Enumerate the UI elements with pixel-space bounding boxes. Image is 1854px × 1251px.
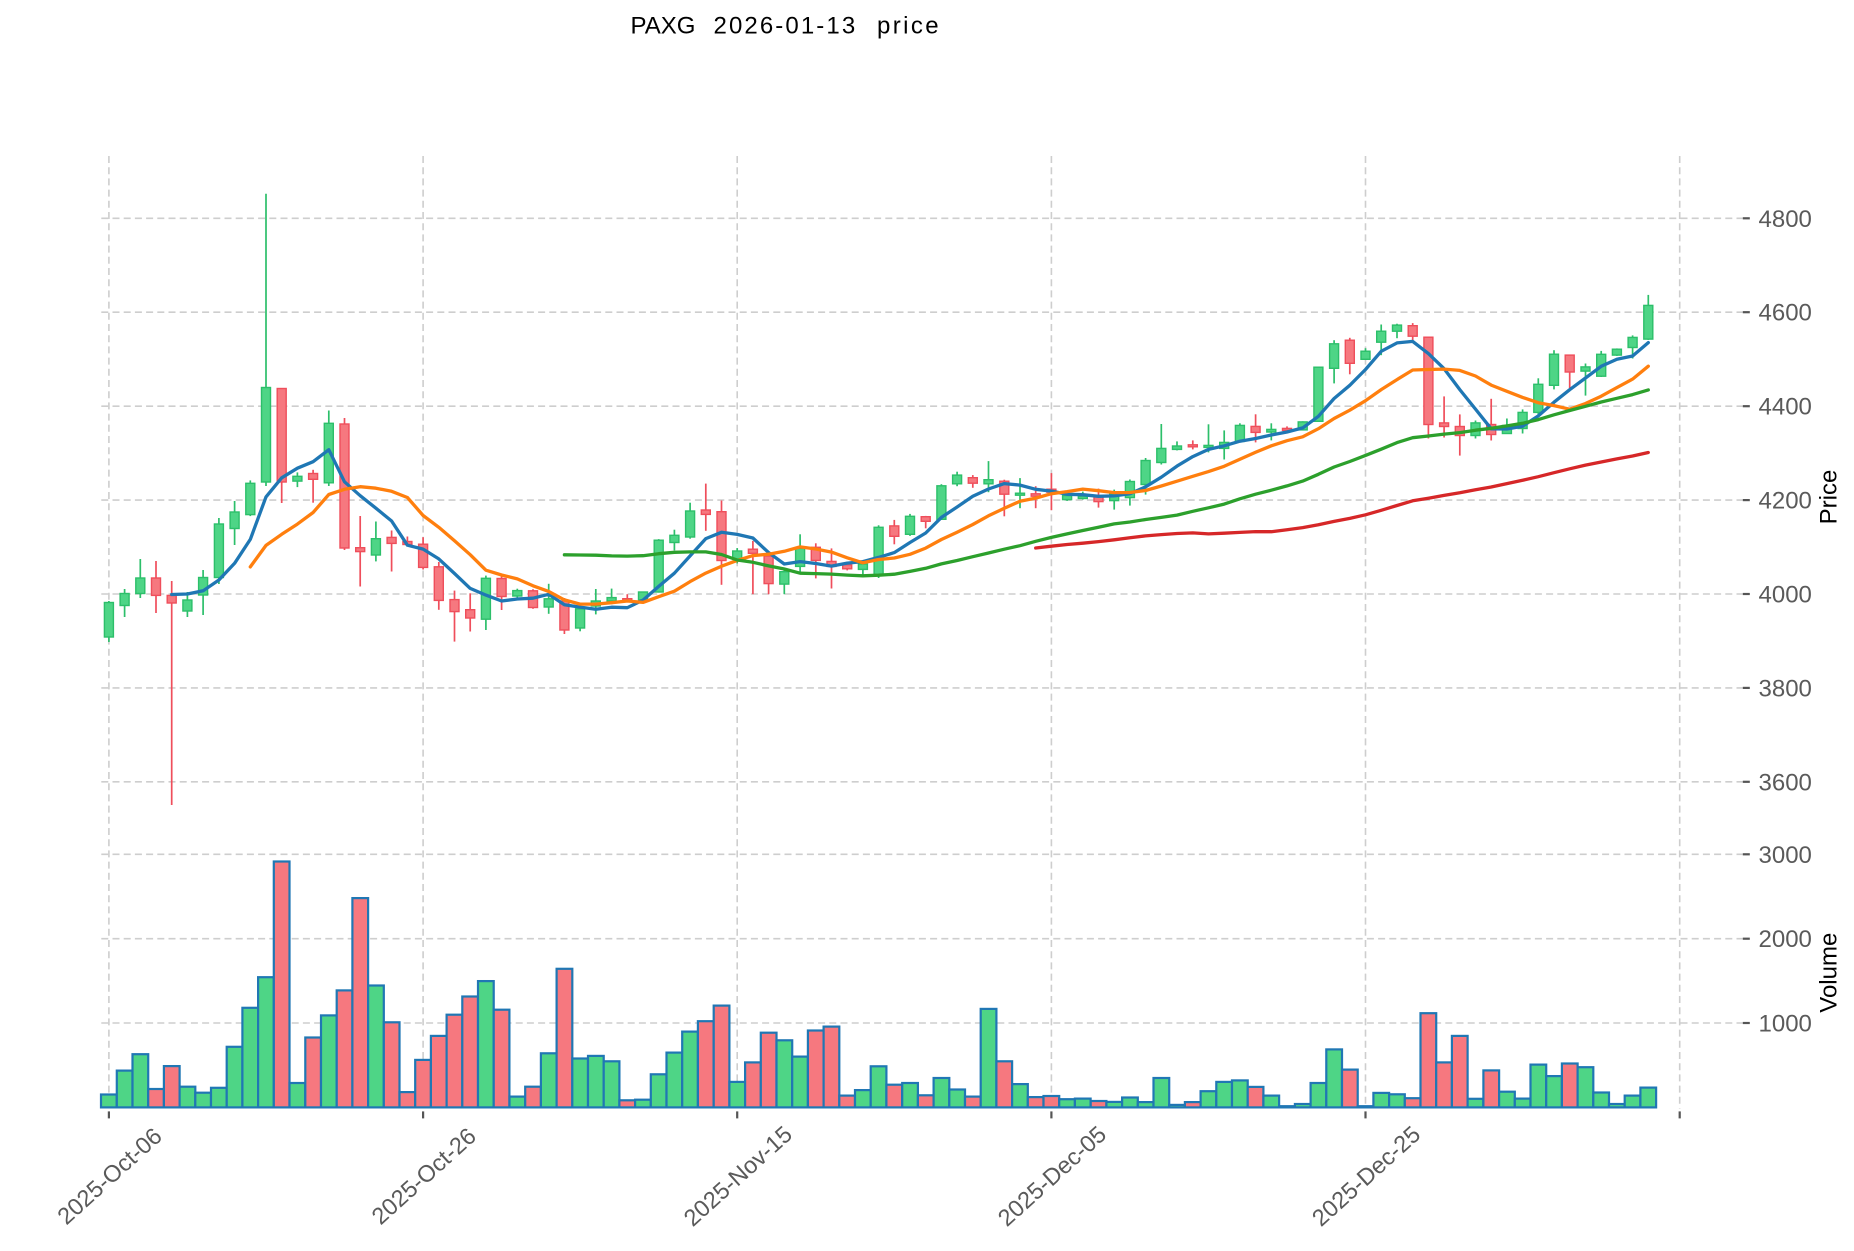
svg-text:Volume: Volume [1816,933,1843,1013]
svg-text:2000: 2000 [1759,926,1812,953]
svg-text:Price: Price [1816,470,1843,525]
svg-text:3800: 3800 [1759,675,1812,702]
svg-text:3600: 3600 [1759,769,1812,796]
svg-text:4400: 4400 [1759,394,1812,421]
svg-text:4200: 4200 [1759,488,1812,515]
svg-text:4600: 4600 [1759,300,1812,327]
svg-text:1000: 1000 [1759,1011,1812,1038]
svg-text:3000: 3000 [1759,842,1812,869]
svg-text:4000: 4000 [1759,582,1812,609]
svg-text:4800: 4800 [1759,206,1812,233]
